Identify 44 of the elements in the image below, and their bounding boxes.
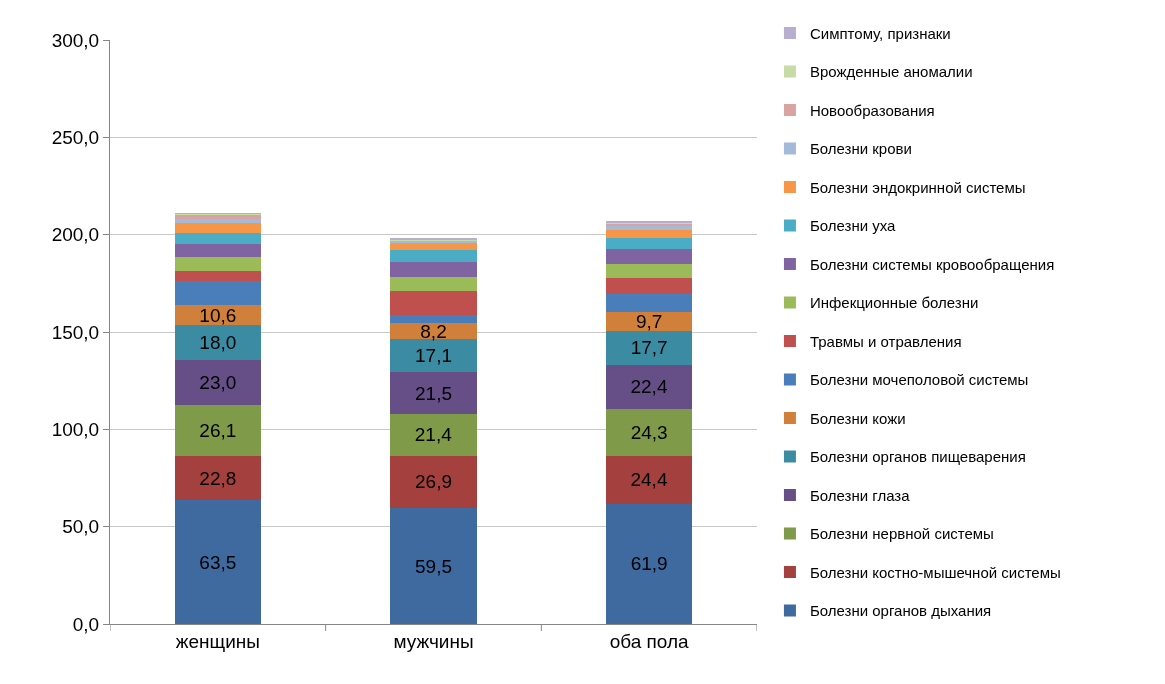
y-tick-label: 50,0 <box>62 516 100 538</box>
data-label: 63,5 <box>199 551 237 573</box>
y-tick-label: 300,0 <box>51 29 100 51</box>
legend-label: Симптому, признаки <box>809 24 951 42</box>
legend-label: Болезни системы кровообращения <box>809 255 1055 273</box>
x-tick-label: женщины <box>175 630 260 652</box>
data-label: 24,3 <box>630 421 668 443</box>
legend-label: Болезни кожи <box>809 409 906 427</box>
data-label: 26,1 <box>199 420 237 442</box>
legend-label: Болезни уха <box>809 217 897 235</box>
data-label: 23,0 <box>199 372 237 394</box>
legend-label: Болезни крови <box>809 140 912 158</box>
y-tick-label: 100,0 <box>51 418 100 440</box>
legend-label: Врожденные аномалии <box>809 63 973 81</box>
x-tick-label: оба пола <box>609 630 690 652</box>
x-tick-label: мужчины <box>393 630 474 652</box>
y-tick-label: 200,0 <box>51 224 100 246</box>
legend-label: Болезни мочеполовой системы <box>809 371 1029 389</box>
data-label: 17,1 <box>415 345 452 367</box>
data-label: 21,4 <box>414 424 453 446</box>
legend-label: Болезни органов пищеварения <box>809 448 1026 466</box>
y-tick-label: 150,0 <box>51 321 100 343</box>
data-label: 9,7 <box>635 310 663 332</box>
y-tick-label: 0,0 <box>72 613 100 635</box>
data-label: 26,9 <box>415 471 452 493</box>
legend-label: Инфекционные болезни <box>809 294 979 312</box>
data-label: 22,4 <box>630 376 668 398</box>
data-label: 61,9 <box>630 553 668 575</box>
data-label: 22,8 <box>199 467 237 489</box>
legend-label: Болезни органов дыхания <box>809 602 992 620</box>
data-label: 21,5 <box>415 382 452 404</box>
data-label: 10,6 <box>199 304 237 326</box>
y-tick-label: 250,0 <box>51 126 100 148</box>
data-label: 24,4 <box>630 469 668 491</box>
legend-label: Болезни нервной системы <box>809 525 994 543</box>
legend-label: Новообразования <box>809 101 935 119</box>
data-label: 18,0 <box>199 332 237 354</box>
legend-label: Болезни эндокринной системы <box>809 178 1026 196</box>
data-label: 17,7 <box>630 337 668 359</box>
data-label: 8,2 <box>420 320 447 342</box>
legend-label: Болезни костно-мышечной системы <box>809 563 1061 581</box>
data-label: 59,5 <box>415 555 452 577</box>
legend-label: Травмы и отравления <box>809 332 962 350</box>
legend-label: Болезни глаза <box>809 486 911 504</box>
